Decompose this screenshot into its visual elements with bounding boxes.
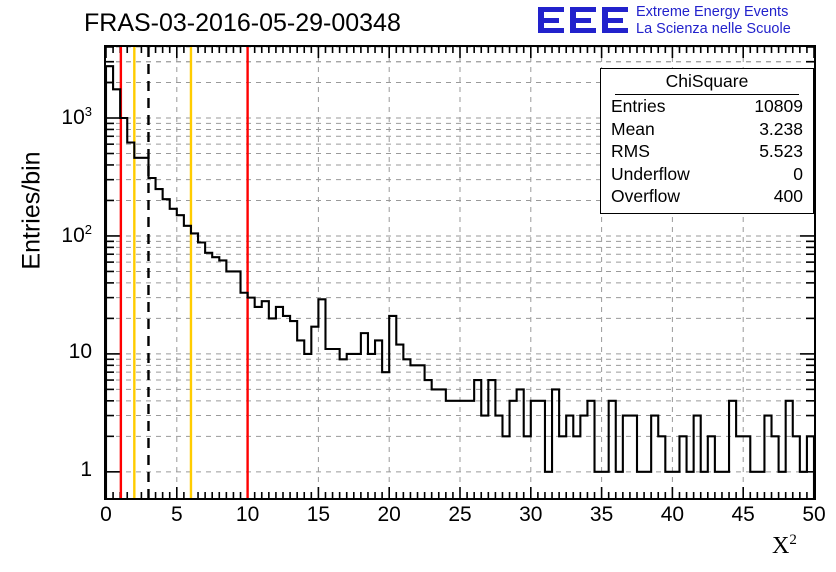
x-tick-label-30: 30 [519,503,543,526]
x-tick-label-5: 5 [170,503,183,526]
y-tick-base: 10 [68,339,92,363]
eee-logo-line-2: La Scienza nelle Scuole [636,21,791,37]
y-tick-base: 1 [80,457,92,481]
x-tick-label-10: 10 [235,503,260,526]
stats-row-key: Entries [611,96,666,116]
y-axis-title: Entries/bin [17,151,46,270]
y-tick-exponent: 2 [84,221,92,237]
x-tick-label-50: 50 [802,503,826,526]
x-tick-label-15: 15 [306,503,331,526]
marker-lines [119,47,249,498]
stats-box-rows: Entries 10809 Mean 3.238 RMS 5.523 Underflow 0 O… [601,95,813,208]
eee-logo: Extreme Energy Events La Scienza nelle S… [538,4,830,42]
stats-box: ChiSquare Entries 10809 Mean 3.238 RMS 5.523 U… [600,68,814,214]
y-tick-label-100: 102 [32,222,92,248]
stats-box-title: ChiSquare [615,69,799,95]
x-tick-label-25: 25 [448,503,472,526]
y-tick-base: 10 [61,106,85,129]
stats-row: Mean 3.238 [601,118,813,141]
y-tick-base: 10 [61,223,85,247]
histogram-outline [106,65,814,498]
x-axis-title: X2 [772,532,797,560]
y-tick-label-1: 1 [32,458,92,482]
eee-logo-mark [538,7,628,33]
stats-row-key: Underflow [611,163,690,184]
eee-logo-line-1: Extreme Energy Events [636,4,789,20]
stats-row: Underflow 0 [601,163,813,186]
x-axis-title-exponent: 2 [789,532,797,548]
stats-row-value: 3.238 [759,118,803,139]
y-tick-label-10: 10 [32,340,92,364]
stats-row: Overflow 400 [601,185,813,208]
stats-row: Entries 10809 [601,95,813,118]
stats-row-value: 5.523 [759,141,803,161]
x-tick-label-40: 40 [660,503,685,526]
histogram-trace [106,65,814,498]
stats-row-key: Overflow [611,186,681,206]
stats-row-value: 400 [773,186,803,206]
x-tick-label-20: 20 [377,503,401,526]
page-title: FRAS-03-2016-05-29-00348 [84,9,401,37]
x-tick-label-0: 0 [100,503,112,526]
stats-row-key: RMS [611,141,650,161]
stats-row-value: 10809 [754,96,803,116]
x-tick-label-45: 45 [731,503,755,526]
stats-row-value: 0 [793,163,803,184]
x-axis-title-base: X [772,533,790,559]
x-tick-label-35: 35 [589,503,614,526]
y-tick-label-1000: 103 [32,104,92,130]
y-tick-exponent: 3 [84,104,92,119]
stats-row: RMS 5.523 [601,140,813,163]
stats-row-key: Mean [611,118,655,139]
